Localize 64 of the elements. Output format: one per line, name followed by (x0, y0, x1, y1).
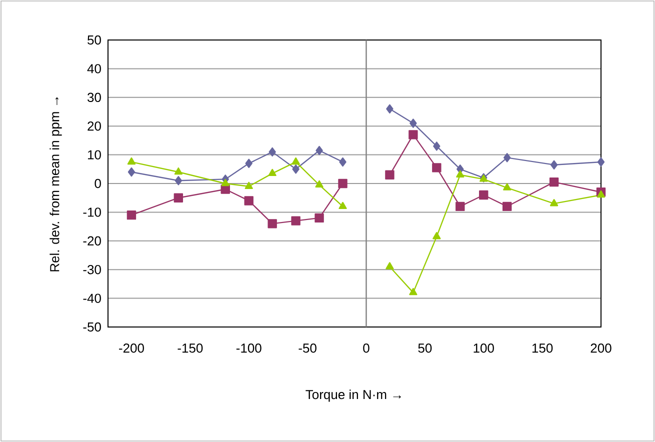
x-tick-label: 200 (590, 344, 612, 353)
y-axis-title: Rel. dev. from mean in ppm → (50, 97, 62, 272)
point (410, 118, 417, 128)
point (221, 178, 230, 186)
point (126, 210, 136, 220)
point (432, 163, 442, 172)
point (128, 167, 136, 177)
x-axis-title: Torque in N·m → (306, 390, 401, 402)
point (268, 219, 277, 228)
point (339, 157, 346, 167)
point (386, 262, 394, 270)
point (550, 198, 558, 206)
y-tick-label: 40 (87, 64, 101, 74)
point (174, 167, 182, 175)
y-tick-label: 10 (88, 150, 101, 160)
point (385, 170, 394, 180)
point (245, 158, 252, 168)
point (338, 202, 347, 210)
point (268, 147, 276, 157)
x-tick-label: 50 (418, 344, 432, 353)
y-tick-label: 20 (88, 121, 101, 131)
point (597, 157, 605, 167)
x-tick-label: 150 (532, 344, 553, 353)
point (408, 130, 418, 140)
point (503, 183, 512, 190)
point (502, 202, 512, 212)
y-tick-label: 0 (94, 178, 101, 188)
point (338, 178, 348, 188)
x-tick-label: 100 (474, 344, 494, 353)
y-tick-label: -30 (83, 264, 101, 274)
point (504, 153, 511, 162)
point (315, 180, 324, 188)
x-tick-label: -150 (178, 344, 203, 353)
point (550, 160, 558, 170)
point (409, 288, 418, 296)
point (292, 157, 300, 165)
y-tick-label: -10 (83, 208, 101, 217)
point (174, 176, 182, 186)
point (432, 232, 441, 240)
point (244, 196, 254, 206)
x-tick-label: -50 (298, 344, 316, 353)
point (291, 216, 300, 226)
y-tick-label: 50 (88, 35, 101, 45)
y-tick-label: -50 (83, 322, 101, 332)
point (479, 190, 488, 200)
y-tick-label: -40 (83, 294, 101, 303)
point (433, 142, 440, 151)
point (268, 168, 276, 176)
point (456, 202, 465, 212)
y-tick-label: -20 (83, 236, 101, 246)
y-tick-label: 30 (88, 92, 101, 102)
point (316, 146, 323, 156)
point (127, 157, 136, 165)
point (596, 190, 606, 198)
point (174, 193, 184, 202)
point (456, 170, 464, 178)
point (314, 213, 324, 223)
x-tick-label: 0 (363, 344, 370, 353)
point (244, 182, 253, 189)
point (386, 104, 394, 114)
x-tick-label: -100 (236, 344, 262, 353)
point (292, 164, 300, 174)
point (549, 177, 559, 187)
x-tick-label: -200 (119, 344, 144, 353)
